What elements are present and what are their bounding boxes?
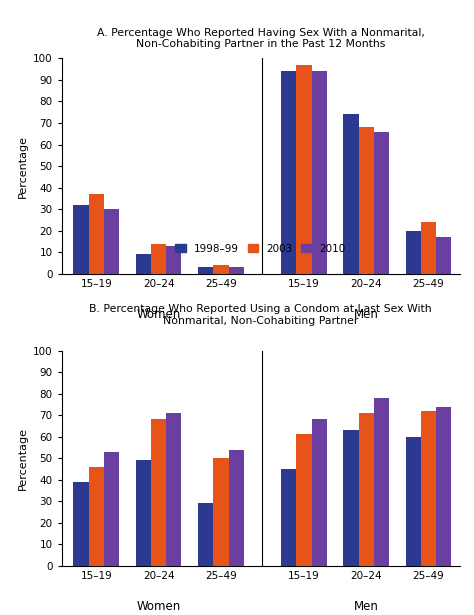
Text: Men: Men (354, 600, 379, 613)
Bar (406, 231, 421, 274)
Y-axis label: Percentage: Percentage (18, 135, 27, 197)
Text: A. Percentage Who Reported Having Sex With a Nonmarital,
Non-Cohabiting Partner : A. Percentage Who Reported Having Sex Wi… (97, 28, 425, 49)
Bar (213, 458, 228, 566)
Bar (436, 407, 451, 566)
Bar (73, 482, 89, 566)
Bar (136, 254, 151, 274)
Bar (421, 222, 436, 274)
Bar (421, 411, 436, 566)
Bar (89, 194, 104, 274)
Bar (228, 267, 244, 274)
Bar (104, 209, 119, 274)
Bar (311, 71, 327, 274)
Text: Women: Women (137, 308, 181, 321)
Bar (344, 114, 359, 274)
Bar (359, 413, 374, 566)
Bar (151, 244, 166, 274)
Bar (344, 430, 359, 566)
Bar (151, 419, 166, 566)
Text: Women: Women (137, 600, 181, 613)
Y-axis label: Percentage: Percentage (18, 427, 27, 490)
Bar (228, 450, 244, 566)
Bar (406, 437, 421, 566)
Bar (436, 237, 451, 274)
Bar (198, 267, 213, 274)
Bar (213, 265, 228, 274)
Legend: 1998–99, 2003, 2010: 1998–99, 2003, 2010 (171, 239, 350, 258)
Bar (281, 71, 296, 274)
Bar (359, 127, 374, 274)
Bar (296, 65, 311, 274)
Bar (136, 460, 151, 566)
Bar (374, 132, 389, 274)
Text: B. Percentage Who Reported Using a Condom at Last Sex With
Nonmarital, Non-Cohab: B. Percentage Who Reported Using a Condo… (90, 304, 432, 326)
Bar (311, 419, 327, 566)
Bar (281, 469, 296, 566)
Bar (166, 245, 182, 274)
Bar (296, 434, 311, 566)
Bar (104, 451, 119, 566)
Bar (374, 398, 389, 566)
Bar (166, 413, 182, 566)
Bar (73, 205, 89, 274)
Text: Men: Men (354, 308, 379, 321)
Bar (198, 503, 213, 566)
Bar (89, 467, 104, 566)
